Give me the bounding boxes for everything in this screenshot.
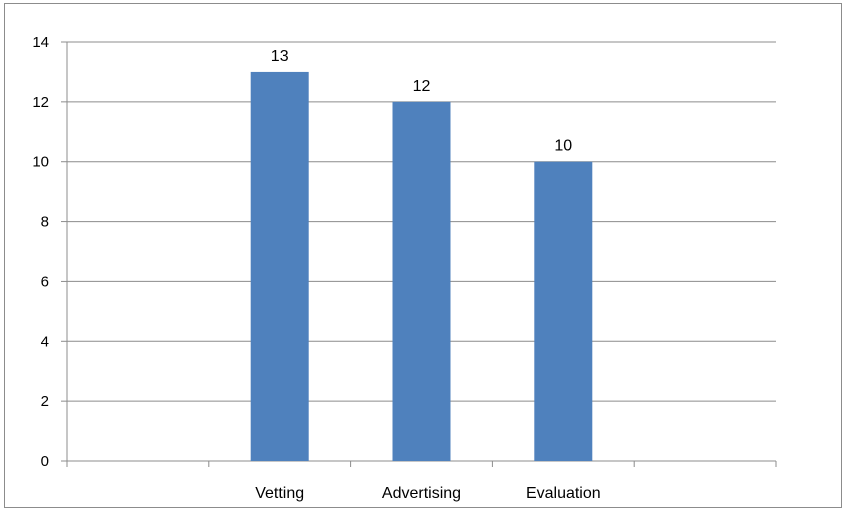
data-label: 10 — [554, 138, 572, 155]
y-tick-label: 0 — [41, 453, 49, 470]
bar-evaluation — [534, 161, 593, 461]
x-category-label: Evaluation — [526, 485, 601, 502]
x-category-label: Advertising — [382, 485, 461, 502]
y-tick-label: 6 — [41, 273, 49, 290]
x-category-label: Vetting — [255, 485, 304, 502]
y-tick-label: 14 — [32, 34, 49, 51]
y-tick-label: 12 — [32, 94, 49, 111]
y-tick-label: 8 — [41, 214, 49, 231]
y-tick-label: 4 — [41, 333, 49, 350]
data-label: 13 — [271, 48, 289, 65]
bar-advertising — [392, 101, 451, 461]
y-tick-label: 2 — [41, 393, 49, 410]
data-label: 12 — [413, 78, 431, 95]
bar-vetting — [250, 71, 309, 461]
y-tick-label: 10 — [32, 154, 49, 171]
